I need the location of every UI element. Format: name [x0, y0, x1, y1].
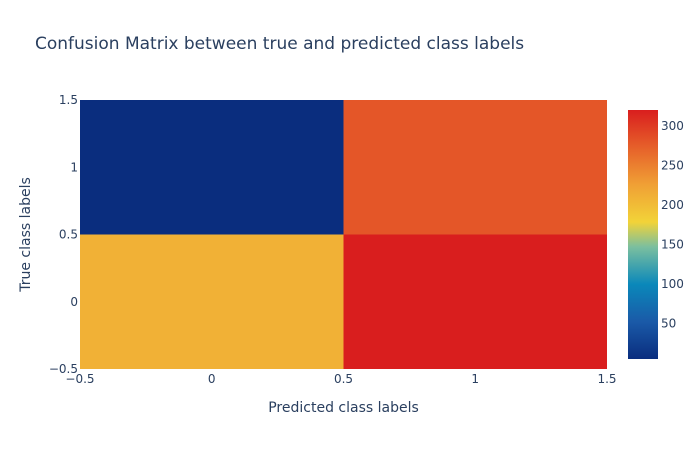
x-tick-label: 1 — [471, 372, 479, 386]
chart-title: Confusion Matrix between true and predic… — [35, 34, 525, 54]
y-tick-label: 0.5 — [59, 228, 78, 242]
colorbar-tick-label: 150 — [661, 237, 684, 251]
colorbar-tick-label: 200 — [661, 198, 684, 212]
colorbar-tick-label: 100 — [661, 277, 684, 291]
y-tick-label: 0 — [70, 295, 78, 309]
x-tick-label: 0 — [208, 372, 216, 386]
x-tick-label: 0.5 — [334, 372, 353, 386]
y-tick-label: 1 — [70, 160, 78, 174]
y-axis-title: True class labels — [18, 177, 34, 293]
colorbar — [628, 110, 658, 359]
colorbar-tick-label: 50 — [661, 316, 676, 330]
x-tick-label: −0.5 — [65, 372, 94, 386]
heatmap-cell-1-0 — [80, 100, 344, 235]
colorbar-tick-label: 300 — [661, 119, 684, 133]
x-axis-title: Predicted class labels — [268, 400, 419, 416]
colorbar-tick-label: 250 — [661, 158, 684, 172]
y-tick-label: 1.5 — [59, 93, 78, 107]
x-tick-label: 1.5 — [597, 372, 616, 386]
heatmap-cell-1-1 — [343, 100, 607, 235]
heatmap-cell-0-1 — [343, 234, 607, 369]
y-tick-label: −0.5 — [49, 362, 78, 376]
heatmap-cell-0-0 — [80, 234, 344, 369]
